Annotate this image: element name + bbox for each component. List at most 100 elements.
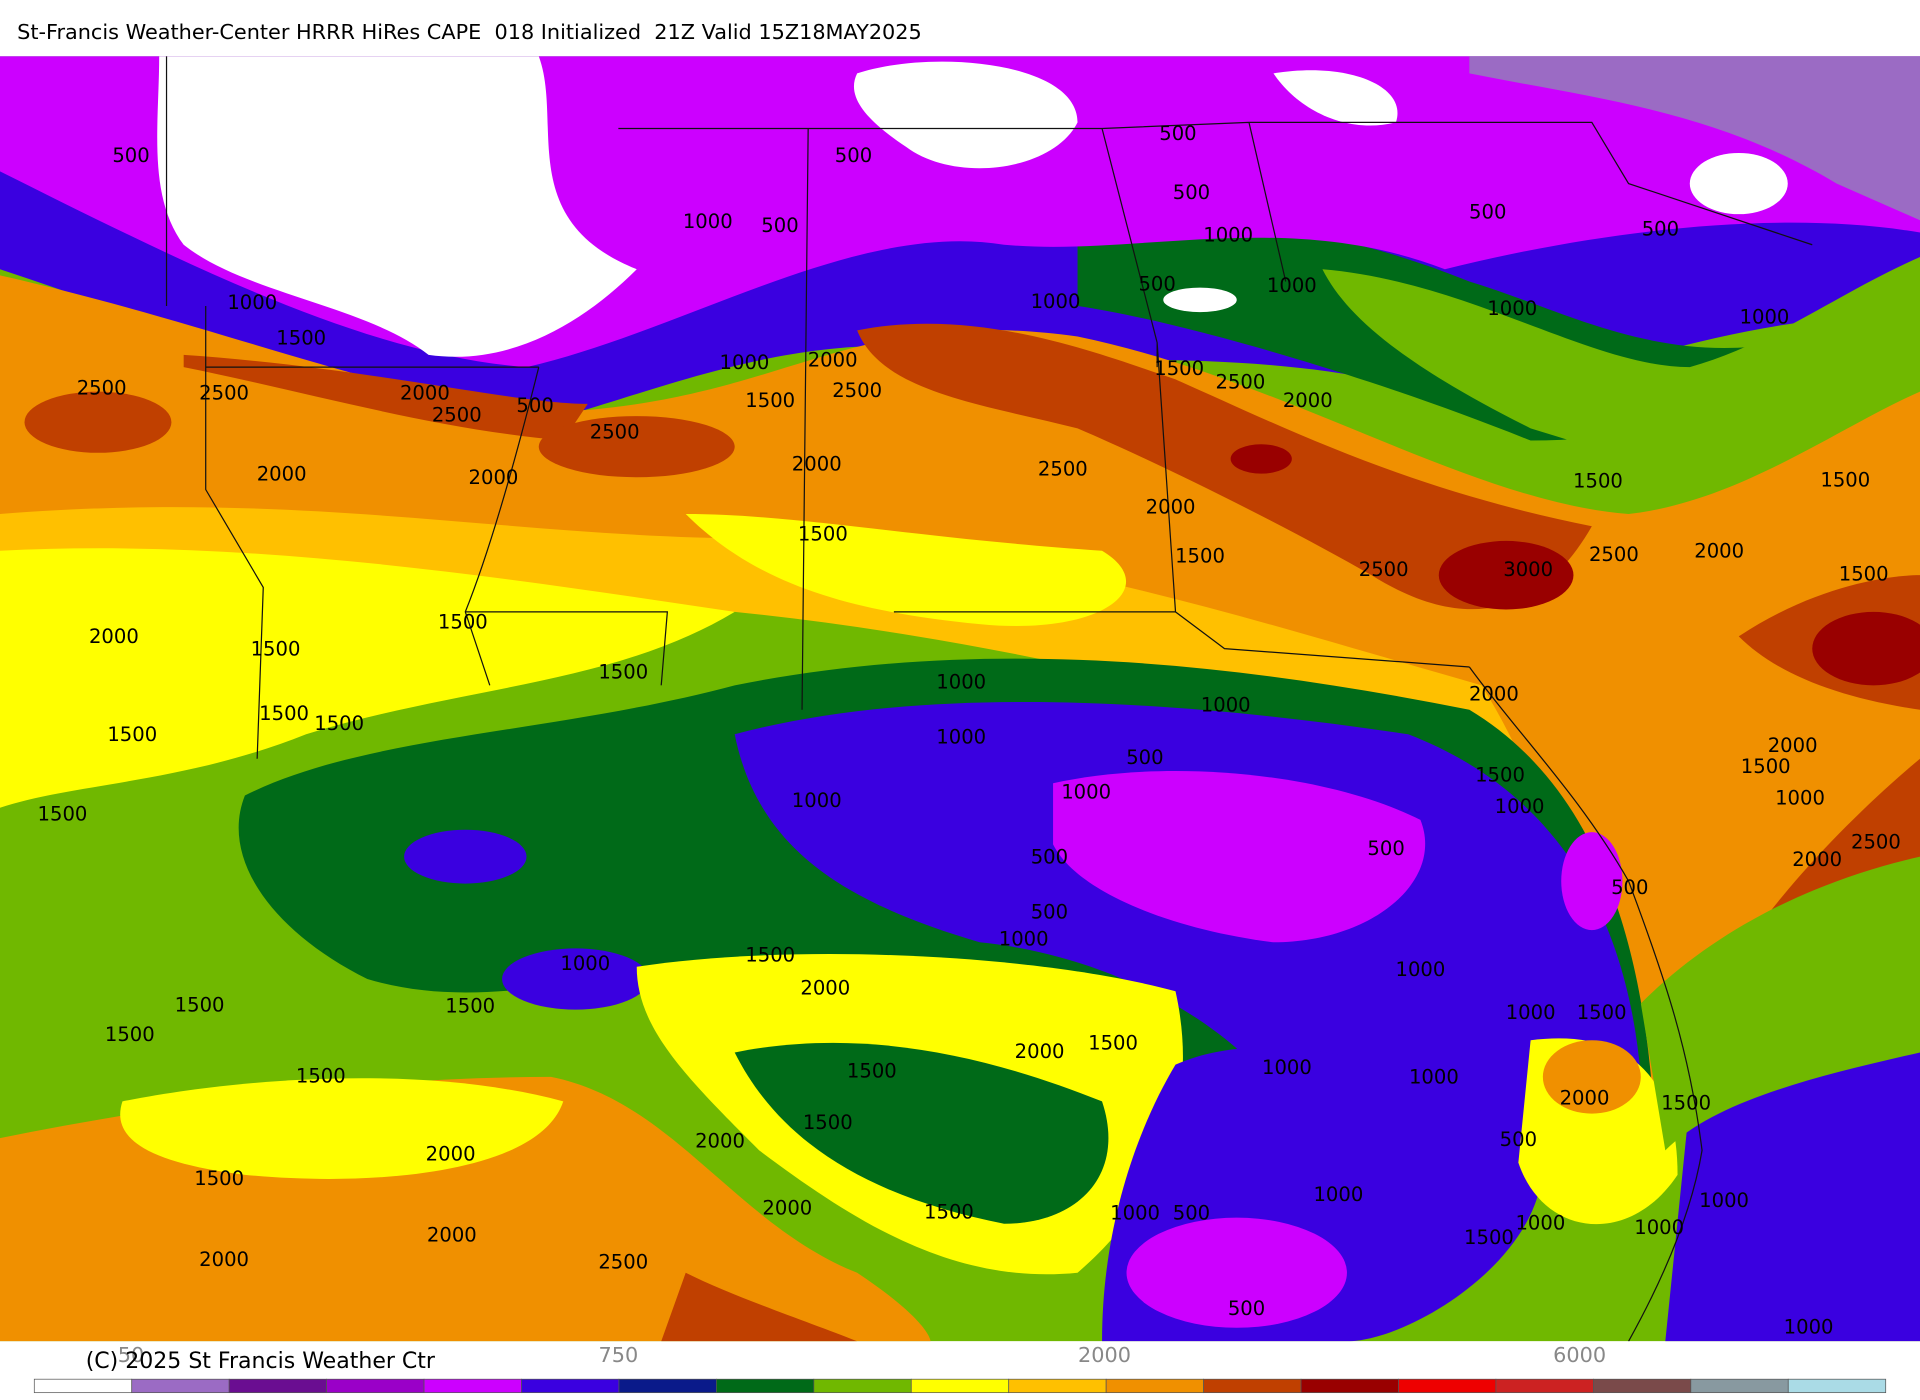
contour-label: 500 [1228, 1297, 1265, 1320]
colorbar-label: 750 [599, 1343, 639, 1367]
contour-label: 2500 [199, 382, 249, 405]
contour-label: 500 [1469, 200, 1506, 223]
contour-label: 1500 [105, 1023, 155, 1046]
contour-label: 2500 [590, 421, 640, 444]
contour-label: 1500 [1839, 563, 1889, 586]
colorbar-swatch [1008, 1378, 1107, 1394]
colorbar-swatch [1203, 1378, 1302, 1394]
contour-label: 500 [1611, 876, 1648, 899]
contour-label: 2000 [1146, 495, 1196, 518]
contour-label: 1000 [1506, 1001, 1556, 1024]
contour-label: 1500 [803, 1111, 853, 1134]
contour-label: 1000 [1775, 787, 1825, 810]
contour-label: 1000 [1487, 297, 1537, 320]
contour-label: 2000 [1560, 1086, 1610, 1109]
contour-label: 2000 [1469, 683, 1519, 706]
contour-label: 500 [1126, 746, 1163, 769]
contour-label: 1000 [560, 952, 610, 975]
contour-label: 1000 [1201, 694, 1251, 717]
contour-label: 1000 [1409, 1066, 1459, 1089]
contour-label: 1500 [924, 1200, 974, 1223]
contour-label: 1000 [1784, 1315, 1834, 1338]
contour-label: 1500 [259, 702, 309, 725]
contour-label: 1500 [1154, 357, 1204, 380]
contour-label: 1500 [276, 326, 326, 349]
contour-label: 1500 [438, 610, 488, 633]
contour-label: 1500 [1661, 1091, 1711, 1114]
contour-label: 1000 [1262, 1056, 1312, 1079]
contour-label: 1000 [1267, 274, 1317, 297]
contour-label: 1500 [745, 943, 795, 966]
colorbar-swatch [33, 1378, 133, 1394]
colorbar-swatch [1787, 1378, 1887, 1394]
colorbar-swatch [423, 1378, 522, 1394]
contour-label: 2500 [1851, 831, 1901, 854]
contour-label: 2000 [427, 1224, 477, 1247]
colorbar-swatch [1495, 1378, 1594, 1394]
contour-label: 1000 [1740, 306, 1790, 329]
contour-label: 1500 [175, 993, 225, 1016]
contour-label: 1000 [1110, 1201, 1160, 1224]
contour-label: 2500 [832, 379, 882, 402]
contour-label: 2000 [400, 382, 450, 405]
colorbar-swatch [813, 1378, 912, 1394]
contour-label: 2500 [598, 1250, 648, 1273]
contour-label: 1500 [1464, 1226, 1514, 1249]
contour-label: 1000 [1395, 958, 1445, 981]
contour-label: 3000 [1503, 558, 1553, 581]
contour-label: 1000 [1203, 224, 1253, 247]
contour-label: 1000 [720, 351, 770, 374]
colorbar-label: 6000 [1553, 1343, 1606, 1367]
colorbar-swatch [228, 1378, 327, 1394]
contour-label: 2500 [1215, 371, 1265, 394]
contour-label: 500 [1031, 900, 1068, 923]
colorbar-label: 50 [118, 1343, 144, 1367]
contour-label: 2000 [426, 1143, 476, 1166]
contour-label: 500 [835, 144, 872, 167]
contour-label: 1000 [1031, 290, 1081, 313]
contour-label: 1000 [1495, 795, 1545, 818]
contour-label: 1500 [745, 389, 795, 412]
contour-label: 1500 [1175, 544, 1225, 567]
contour-label: 500 [516, 394, 553, 417]
contour-labels: 500 500 500 500 1000 500 500 500 1000 500 1000 1000… [38, 122, 1901, 1338]
contour-label: 1500 [296, 1064, 346, 1087]
contour-label: 1500 [445, 995, 495, 1018]
contour-label: 1000 [1634, 1216, 1684, 1239]
contour-label: 1500 [847, 1060, 897, 1083]
contour-label: 2000 [89, 625, 139, 648]
contour-label: 1000 [999, 927, 1049, 950]
contour-label: 2000 [1283, 389, 1333, 412]
contour-label: 500 [1367, 837, 1404, 860]
contour-label: 2000 [800, 976, 850, 999]
contour-label: 1500 [314, 712, 364, 735]
contour-label: 1500 [194, 1167, 244, 1190]
contour-label: 2500 [1038, 457, 1088, 480]
contour-label: 500 [1159, 122, 1196, 145]
colorbar-swatch [521, 1378, 620, 1394]
contour-label: 2000 [808, 349, 858, 372]
colorbar-swatch [910, 1378, 1010, 1394]
colorbar-swatch [716, 1378, 815, 1394]
contour-label: 1500 [1820, 468, 1870, 491]
contour-label: 500 [1138, 273, 1175, 296]
contour-label: 2000 [469, 466, 519, 489]
contour-label: 1000 [227, 291, 277, 314]
contour-label: 1500 [598, 661, 648, 684]
contour-label: 1000 [1061, 781, 1111, 804]
contour-label: 1000 [1515, 1211, 1565, 1234]
contour-label: 500 [1173, 181, 1210, 204]
contour-label: 1500 [1088, 1031, 1138, 1054]
contour-label: 2000 [1792, 848, 1842, 871]
contour-label: 1500 [1475, 763, 1525, 786]
colorbar-swatch [131, 1378, 230, 1394]
contour-label: 1000 [683, 210, 733, 233]
colorbar-swatch [1105, 1378, 1204, 1394]
contour-label: 2000 [1694, 539, 1744, 562]
contour-label: 1000 [1699, 1189, 1749, 1212]
contour-label: 500 [1173, 1201, 1210, 1224]
contour-label: 2000 [199, 1248, 249, 1271]
title: St-Francis Weather-Center HRRR HiRes CAP… [17, 20, 922, 44]
contour-label: 2000 [792, 453, 842, 476]
